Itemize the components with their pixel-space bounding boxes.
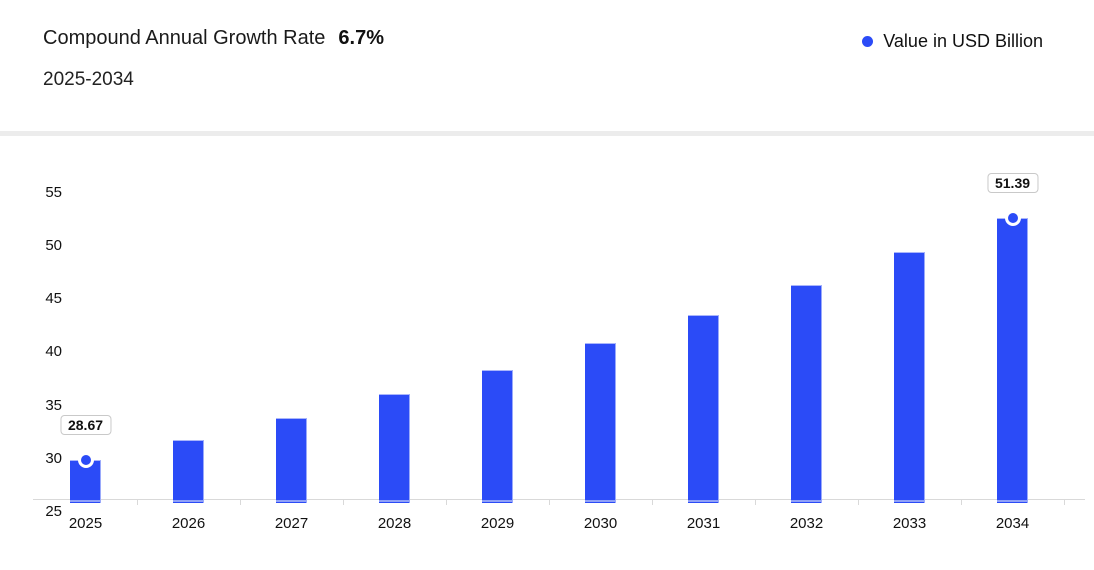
bar-base-stripe bbox=[791, 499, 821, 502]
legend-label: Value in USD Billion bbox=[883, 31, 1043, 51]
x-axis-label-2031: 2031 bbox=[686, 515, 721, 532]
bar-base-stripe bbox=[894, 499, 924, 502]
y-axis-label-55: 55 bbox=[45, 183, 62, 201]
header-divider bbox=[0, 131, 1094, 136]
x-axis-label-2027: 2027 bbox=[274, 515, 309, 532]
bar-2030[interactable] bbox=[585, 343, 616, 503]
x-axis-label-2030: 2030 bbox=[583, 515, 618, 532]
x-axis-line bbox=[33, 499, 1085, 500]
x-axis-label-2025: 2025 bbox=[68, 515, 103, 532]
x-axis-tick bbox=[652, 499, 653, 505]
bar-2027[interactable] bbox=[276, 417, 307, 503]
bar-base-stripe bbox=[173, 499, 203, 502]
bar-base-stripe bbox=[997, 499, 1027, 502]
x-axis-tick bbox=[446, 499, 447, 505]
x-axis-tick bbox=[1064, 499, 1065, 505]
x-axis-tick bbox=[137, 499, 138, 505]
bar-2033[interactable] bbox=[894, 252, 925, 503]
chart-header: Compound Annual Growth Rate 6.7% 2025-20… bbox=[43, 26, 384, 91]
y-axis-label-45: 45 bbox=[45, 290, 62, 308]
cagr-value: 6.7% bbox=[338, 27, 384, 49]
y-axis-label-40: 40 bbox=[45, 343, 62, 361]
title-row: Compound Annual Growth Rate 6.7% bbox=[43, 26, 384, 51]
value-callout-2034: 51.39 bbox=[986, 173, 1039, 194]
bar-2029[interactable] bbox=[482, 369, 513, 503]
legend-marker-icon bbox=[862, 36, 874, 47]
x-axis-label-2034: 2034 bbox=[995, 515, 1030, 532]
bar-base-stripe bbox=[482, 499, 512, 502]
chart-title: Compound Annual Growth Rate bbox=[43, 27, 326, 49]
x-axis-label-2033: 2033 bbox=[892, 515, 927, 532]
bar-base-stripe bbox=[585, 499, 615, 502]
y-axis-label-30: 30 bbox=[45, 449, 62, 467]
x-axis-tick bbox=[755, 499, 756, 505]
bar-2026[interactable] bbox=[173, 439, 204, 503]
x-axis-tick bbox=[240, 499, 241, 505]
data-point-marker-2025 bbox=[77, 451, 94, 468]
bar-base-stripe bbox=[688, 499, 718, 502]
x-axis-label-2032: 2032 bbox=[789, 515, 824, 532]
bar-2034[interactable] bbox=[997, 218, 1028, 503]
x-axis-tick bbox=[343, 499, 344, 505]
bar-2031[interactable] bbox=[688, 314, 719, 503]
x-axis-tick bbox=[961, 499, 962, 505]
y-axis-label-50: 50 bbox=[45, 237, 62, 254]
bar-2032[interactable] bbox=[791, 284, 822, 503]
data-point-marker-2034 bbox=[1004, 210, 1021, 227]
value-callout-2025: 28.67 bbox=[59, 414, 112, 435]
x-axis-tick bbox=[549, 499, 550, 505]
y-axis-label-25: 25 bbox=[45, 503, 62, 520]
x-axis-label-2028: 2028 bbox=[377, 515, 412, 532]
x-axis-label-2029: 2029 bbox=[480, 515, 515, 532]
y-axis-label-35: 35 bbox=[45, 396, 62, 414]
chart-subtitle: 2025-2034 bbox=[43, 69, 134, 90]
bar-2028[interactable] bbox=[379, 394, 410, 503]
legend-item[interactable]: Value in USD Billion bbox=[862, 31, 1043, 52]
bar-base-stripe bbox=[379, 499, 409, 502]
bar-base-stripe bbox=[276, 499, 306, 502]
x-axis-tick bbox=[858, 499, 859, 505]
bar-base-stripe bbox=[70, 499, 100, 502]
x-axis-label-2026: 2026 bbox=[171, 515, 206, 532]
